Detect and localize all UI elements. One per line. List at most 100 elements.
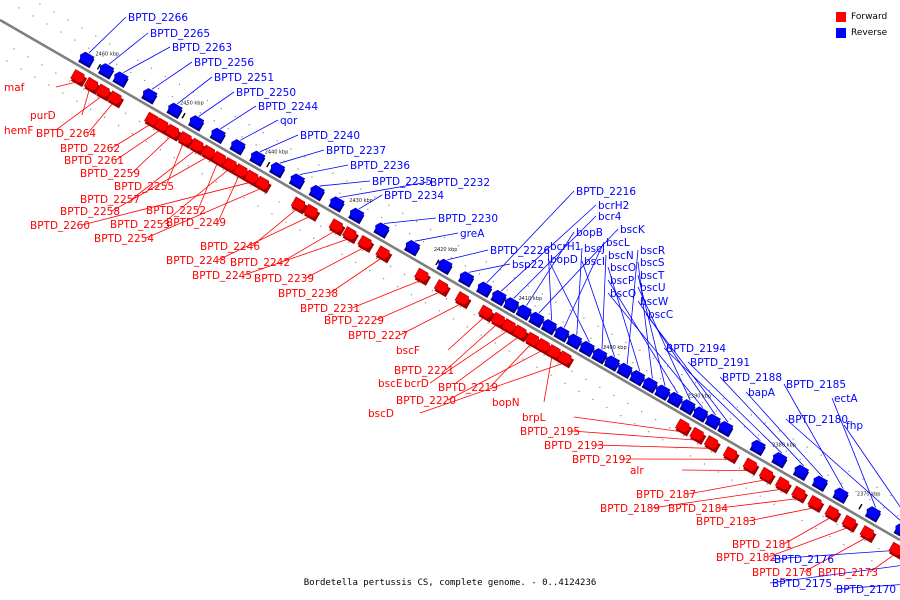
gene-label[interactable]: BPTD_2191 <box>690 357 750 369</box>
gene-label[interactable]: bscN <box>608 250 634 262</box>
gene-label[interactable]: BPTD_2221 <box>394 365 454 377</box>
gene-label[interactable]: BPTD_2248 <box>166 255 226 267</box>
gene-label[interactable]: bscW <box>640 296 669 308</box>
gene-label[interactable]: BPTD_2257 <box>80 194 140 206</box>
gene-label[interactable]: maf <box>4 82 25 94</box>
gene-label[interactable]: BPTD_2173 <box>818 567 878 579</box>
gene-label[interactable]: bscU <box>640 282 666 294</box>
gene-label[interactable]: BPTD_2252 <box>146 205 206 217</box>
gene-label[interactable]: bopD <box>550 254 578 266</box>
gene-label[interactable]: BPTD_2182 <box>716 552 776 564</box>
gene-label[interactable]: greA <box>460 228 485 240</box>
gene-label[interactable]: BPTD_2232 <box>430 177 490 189</box>
gene-label[interactable]: bscL <box>606 237 630 249</box>
gene-label[interactable]: purD <box>30 110 56 122</box>
gene-label[interactable]: BPTD_2219 <box>438 382 498 394</box>
gene-label[interactable]: BPTD_2229 <box>324 315 384 327</box>
gene-label[interactable]: BPTD_2187 <box>636 489 696 501</box>
gene-label[interactable]: qor <box>280 115 298 127</box>
gene-label[interactable]: BPTD_2266 <box>128 12 188 24</box>
gene-label[interactable]: BPTD_2184 <box>668 503 728 515</box>
gene-label[interactable]: bscF <box>396 345 420 357</box>
track-dot <box>27 56 29 58</box>
gene-label[interactable]: BPTD_2255 <box>114 181 174 193</box>
gene-label[interactable]: BPTD_2259 <box>80 168 140 180</box>
gene-label[interactable]: bcr4 <box>598 211 622 223</box>
gene-leader-line <box>240 119 279 141</box>
gene-label[interactable]: BPTD_2263 <box>172 42 232 54</box>
gene-label[interactable]: BPTD_2240 <box>300 130 360 142</box>
gene-label[interactable]: BPTD_2251 <box>214 72 274 84</box>
gene-label[interactable]: bcrH2 <box>598 200 629 212</box>
gene-label[interactable]: BPTD_2178 <box>752 567 812 579</box>
gene-label[interactable]: bscQ <box>610 288 636 300</box>
gene-label[interactable]: fhp <box>846 420 863 432</box>
gene-label[interactable]: BPTD_2244 <box>258 101 318 113</box>
gene-label[interactable]: BPTD_2261 <box>64 155 124 167</box>
gene-label[interactable]: BPTD_2245 <box>192 270 252 282</box>
gene-label[interactable]: BPTD_2227 <box>348 330 408 342</box>
gene-label[interactable]: bscJ <box>584 243 605 255</box>
gene-label[interactable]: alr <box>630 465 644 477</box>
gene-label[interactable]: BPTD_2250 <box>236 87 296 99</box>
gene-label[interactable]: bapA <box>748 387 776 399</box>
gene-label[interactable]: BPTD_2231 <box>300 303 360 315</box>
gene-label[interactable]: BPTD_2220 <box>396 395 456 407</box>
gene-label[interactable]: BPTD_2256 <box>194 57 254 69</box>
gene-label[interactable]: bscR <box>640 245 665 257</box>
gene-label[interactable]: BPTD_2235 <box>372 176 432 188</box>
gene-label[interactable]: hemF <box>4 125 33 137</box>
gene-label[interactable]: BPTD_2216 <box>576 186 636 198</box>
gene-label[interactable]: ectA <box>834 393 858 405</box>
gene-label[interactable]: bscT <box>640 270 665 282</box>
gene-label[interactable]: BPTD_2237 <box>326 145 386 157</box>
gene-label[interactable]: bscP <box>610 275 634 287</box>
gene-label[interactable]: BPTD_2189 <box>600 503 660 515</box>
gene-label[interactable]: BPTD_2181 <box>732 539 792 551</box>
gene-label[interactable]: bscK <box>620 224 646 236</box>
track-dot <box>236 177 238 179</box>
gene-label[interactable]: BPTD_2192 <box>572 454 632 466</box>
gene-label[interactable]: BPTD_2180 <box>788 414 848 426</box>
gene-label[interactable]: BPTD_2183 <box>696 516 756 528</box>
gene-label[interactable]: BPTD_2246 <box>200 241 260 253</box>
gene-label[interactable]: BPTD_2254 <box>94 233 154 245</box>
gene-label[interactable]: BPTD_2226 <box>490 245 550 257</box>
gene-label[interactable]: bscI <box>584 256 605 268</box>
gene-label[interactable]: BPTD_2265 <box>150 28 210 40</box>
gene-label[interactable]: BPTD_2194 <box>666 343 726 355</box>
gene-label[interactable]: BPTD_2249 <box>166 217 226 229</box>
gene-label[interactable]: BPTD_2253 <box>110 219 170 231</box>
gene-label[interactable]: BPTD_2234 <box>384 190 444 202</box>
gene-label[interactable]: BPTD_2176 <box>774 554 834 566</box>
gene-label[interactable]: bcrH1 <box>550 241 581 253</box>
gene-label[interactable]: bcrD <box>404 378 429 390</box>
gene-label[interactable]: BPTD_2238 <box>278 288 338 300</box>
gene-label[interactable]: bscO <box>610 262 636 274</box>
gene-label[interactable]: BPTD_2185 <box>786 379 846 391</box>
gene-label[interactable]: BPTD_2175 <box>772 578 832 590</box>
gene-label[interactable]: BPTD_2170 <box>836 584 896 596</box>
gene-label[interactable]: bscC <box>648 309 673 321</box>
track-dot <box>815 527 817 530</box>
gene-label[interactable]: BPTD_2193 <box>544 440 604 452</box>
gene-label[interactable]: bsp22 <box>512 259 544 271</box>
gene-feature <box>229 139 246 156</box>
gene-label[interactable]: BPTD_2264 <box>36 128 96 140</box>
gene-label[interactable]: bopN <box>492 397 520 409</box>
gene-label[interactable]: bscE <box>378 378 403 390</box>
gene-label[interactable]: BPTD_2258 <box>60 206 120 218</box>
gene-label[interactable]: bscD <box>368 408 394 420</box>
gene-label[interactable]: BPTD_2188 <box>722 372 782 384</box>
gene-label[interactable]: brpL <box>522 412 546 424</box>
track-dot <box>76 100 78 102</box>
gene-label[interactable]: bscS <box>640 257 665 269</box>
gene-label[interactable]: BPTD_2260 <box>30 220 90 232</box>
gene-label[interactable]: BPTD_2230 <box>438 213 498 225</box>
gene-label[interactable]: BPTD_2236 <box>350 160 410 172</box>
gene-label[interactable]: BPTD_2195 <box>520 426 580 438</box>
gene-label[interactable]: BPTD_2239 <box>254 273 314 285</box>
gene-label[interactable]: BPTD_2262 <box>60 143 120 155</box>
gene-label[interactable]: bopB <box>576 227 603 239</box>
gene-label[interactable]: BPTD_2242 <box>230 257 290 269</box>
